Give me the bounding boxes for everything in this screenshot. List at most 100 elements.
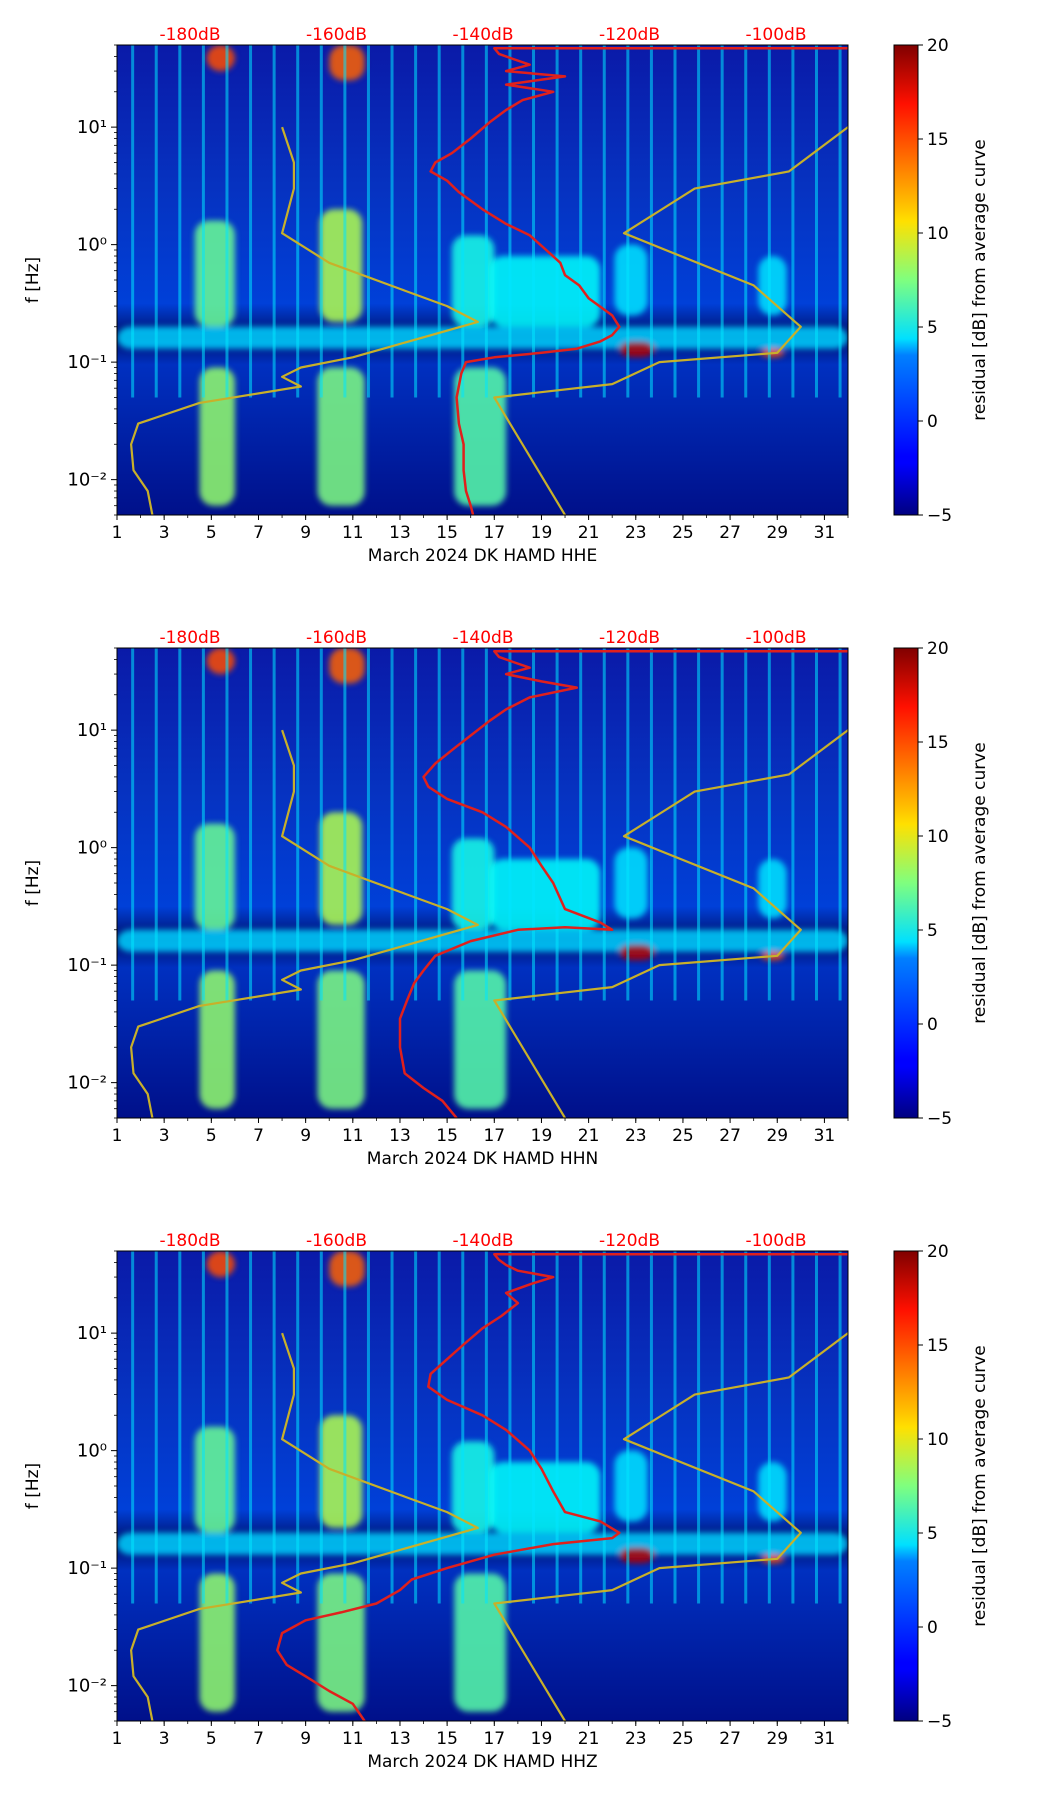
colorbar-tick-label: 15 [927,733,949,753]
x-tick-label: 25 [672,1126,694,1146]
x-tick-label: 17 [483,1729,505,1749]
series-line-nhnm [493,1332,848,1721]
colorbar-tick-label: 0 [927,412,938,432]
x-tick-label: 23 [625,1729,647,1749]
colorbar [894,1251,918,1721]
top-db-label: -100dB [745,628,806,648]
colorbar-tick-label: 20 [927,1242,949,1262]
x-tick-label: 3 [159,1126,170,1146]
series-line-nlnm [130,126,479,515]
top-db-label: -140dB [452,25,513,45]
y-tick-label: 10¹ [77,720,107,741]
plot-area [117,1251,848,1721]
x-tick-label: 15 [436,523,458,543]
colorbar [894,648,918,1118]
y-axis-label: f [Hz] [23,1463,43,1509]
x-tick-label: 1 [112,523,123,543]
x-tick-label: 27 [719,1126,741,1146]
series-line-nhnm [493,126,848,515]
x-tick-label: 3 [159,523,170,543]
x-tick-label: 19 [531,1729,553,1749]
x-tick-label: 21 [578,1729,600,1749]
colorbar-tick-label: 5 [927,318,938,338]
x-tick-label: 7 [253,1729,264,1749]
x-tick-label: 1 [112,1729,123,1749]
colorbar-tick-label: 10 [927,827,949,847]
y-tick-label: 10⁻¹ [67,352,107,373]
colorbar-label: residual [dB] from average curve [970,139,990,420]
x-tick-label: 19 [531,1126,553,1146]
top-db-label: -100dB [745,25,806,45]
x-tick-label: 11 [342,1729,364,1749]
x-tick-label: 23 [625,523,647,543]
x-tick-label: 13 [389,523,411,543]
x-tick-label: 21 [578,523,600,543]
series-line-nhnm [493,729,848,1118]
x-axis-label: March 2024 DK HAMD HHZ [367,1752,597,1772]
x-axis-label: March 2024 DK HAMD HHE [368,546,597,566]
series-line-nlnm [130,1332,479,1721]
colorbar-tick-label: 5 [927,1524,938,1544]
x-tick-label: 31 [814,1729,836,1749]
y-tick-label: 10⁰ [77,1441,107,1462]
colorbar-tick-label: 10 [927,1430,949,1450]
x-tick-label: 31 [814,523,836,543]
top-db-label: -160dB [306,1231,367,1251]
y-tick-label: 10⁻² [67,1676,107,1697]
y-tick-label: 10⁰ [77,838,107,859]
colorbar-tick-label: −5 [927,1712,952,1732]
spectrogram-texture [117,648,848,1109]
y-tick-label: 10⁻² [67,470,107,491]
x-tick-label: 5 [206,1126,217,1146]
x-tick-label: 25 [672,523,694,543]
series-line-median-psd [398,649,848,1118]
top-db-label: -120dB [599,628,660,648]
plot-area [117,45,848,515]
y-tick-label: 10¹ [77,117,107,138]
top-db-label: -160dB [306,628,367,648]
x-tick-label: 5 [206,1729,217,1749]
top-db-label: -120dB [599,25,660,45]
x-tick-label: 17 [483,523,505,543]
x-tick-label: 27 [719,523,741,543]
top-db-label: -140dB [452,628,513,648]
colorbar-tick-label: 0 [927,1015,938,1035]
top-db-label: -180dB [159,1231,220,1251]
x-tick-label: 23 [625,1126,647,1146]
colorbar-tick-label: 20 [927,639,949,659]
colorbar-tick-label: −5 [927,506,952,526]
top-db-label: -100dB [745,1231,806,1251]
top-db-label: -140dB [452,1231,513,1251]
x-tick-label: 11 [342,1126,364,1146]
colorbar-frame [893,44,919,516]
top-db-label: -180dB [159,25,220,45]
x-tick-label: 31 [814,1126,836,1146]
y-axis-label: f [Hz] [23,257,43,303]
x-tick-label: 15 [436,1729,458,1749]
colorbar-tick-label: 0 [927,1618,938,1638]
colorbar-tick-label: 10 [927,224,949,244]
colorbar [894,45,918,515]
colorbar-tick-label: 5 [927,921,938,941]
x-tick-label: 13 [389,1126,411,1146]
top-db-label: -120dB [599,1231,660,1251]
colorbar-label: residual [dB] from average curve [970,742,990,1023]
y-tick-label: 10⁰ [77,235,107,256]
colorbar-label: residual [dB] from average curve [970,1345,990,1626]
top-db-label: -160dB [306,25,367,45]
x-axis-label: March 2024 DK HAMD HHN [367,1149,598,1169]
x-tick-label: 29 [766,1729,788,1749]
x-tick-label: 29 [766,523,788,543]
x-tick-label: 15 [436,1126,458,1146]
y-tick-label: 10⁻² [67,1073,107,1094]
x-tick-label: 7 [253,1126,264,1146]
x-tick-label: 7 [253,523,264,543]
x-tick-label: 11 [342,523,364,543]
series-line-nlnm [130,729,479,1118]
x-tick-label: 17 [483,1126,505,1146]
colorbar-tick-label: 15 [927,130,949,150]
colorbar-tick-label: 15 [927,1336,949,1356]
